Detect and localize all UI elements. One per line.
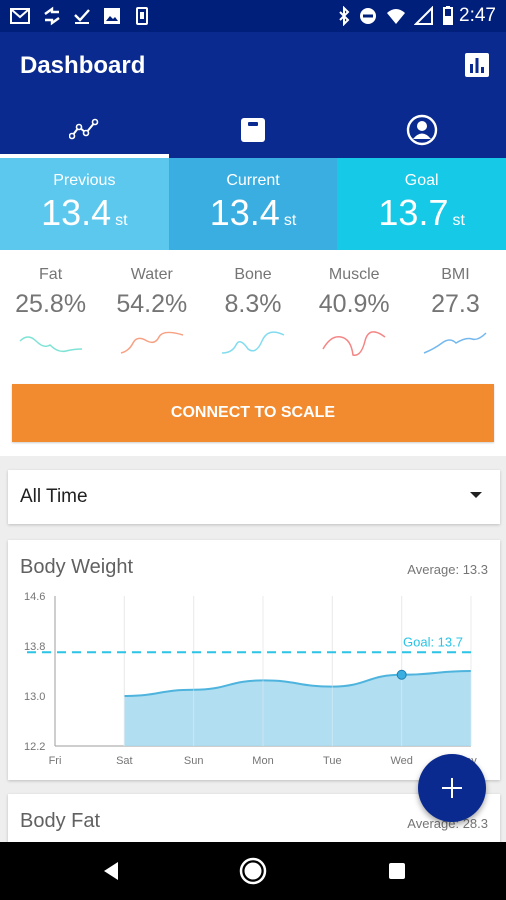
y-tick-label: 12.2: [24, 741, 45, 753]
metric-value: 27.3: [431, 290, 480, 318]
metric-label: Bone: [234, 266, 272, 283]
body-metrics: Fat 25.8% Water 54.2% Bone 8.3% Muscle 4…: [0, 250, 506, 380]
muscle-sparkline: [322, 331, 386, 356]
metric-label: BMI: [441, 266, 470, 283]
tab-profile[interactable]: [337, 102, 506, 158]
card-average: Average: 13.3: [407, 562, 488, 577]
metric-water[interactable]: Water 54.2%: [101, 250, 202, 380]
page-title: Dashboard: [20, 52, 146, 79]
card-average: Average: 28.3: [407, 816, 488, 831]
goal-unit: st: [452, 212, 465, 229]
trend-icon: [69, 118, 99, 140]
previous-weight: Previous 13.4 st: [0, 158, 169, 250]
x-tick-label: Sun: [184, 755, 204, 767]
image-icon: [104, 8, 120, 24]
home-icon: [239, 857, 267, 885]
time-range-select[interactable]: All Time: [8, 470, 500, 524]
goal-label: Goal: [404, 172, 439, 189]
profile-icon: [406, 114, 437, 146]
bluetooth-icon: [339, 6, 350, 26]
x-tick-label: Tue: [323, 755, 342, 767]
card-title: Body Fat: [20, 810, 101, 832]
metric-value: 40.9%: [318, 290, 390, 318]
bone-sparkline: [221, 331, 285, 354]
highlight-point: [396, 669, 407, 680]
previous-unit: st: [115, 212, 128, 229]
body-weight-chart: FriSatSunMonTueWeday14.613.813.012.2Goal…: [24, 591, 477, 767]
add-entry-button[interactable]: [418, 754, 486, 822]
current-label: Current: [226, 172, 280, 189]
tab-bar: [0, 102, 506, 158]
weight-area: [124, 671, 471, 746]
connect-to-scale-button[interactable]: CONNECT TO SCALE: [12, 384, 494, 442]
battery-icon: [443, 6, 453, 25]
bmi-sparkline: [424, 332, 487, 354]
current-unit: st: [283, 212, 297, 229]
metric-label: Muscle: [328, 266, 380, 283]
system-nav-bar: [0, 842, 506, 900]
x-tick-label: Fri: [49, 755, 62, 767]
current-value: 13.4: [209, 192, 280, 233]
metric-muscle[interactable]: Muscle 40.9%: [304, 250, 405, 380]
do-not-disturb-icon: [360, 8, 376, 24]
fat-sparkline: [19, 336, 82, 353]
metric-label: Water: [130, 266, 173, 283]
recents-icon: [389, 863, 405, 879]
tab-trends[interactable]: [0, 102, 169, 158]
tab-scale[interactable]: [169, 102, 338, 158]
home-button[interactable]: [238, 856, 268, 886]
metric-label: Fat: [39, 266, 63, 283]
previous-label: Previous: [53, 172, 116, 189]
time-range-value: All Time: [20, 486, 88, 507]
recents-button[interactable]: [382, 856, 412, 886]
body-weight-card[interactable]: Body Weight Average: 13.3 Fri Sat Sun Mon Tu…: [8, 540, 500, 780]
water-sparkline: [120, 331, 184, 354]
vibrate-icon: [136, 7, 148, 25]
scale-icon: [241, 118, 265, 142]
card-title: Body Weight: [20, 556, 134, 578]
goal-label: Goal: 13.7: [403, 634, 463, 649]
status-bar: 2:47: [0, 0, 506, 32]
weight-summary: Previous 13.4 st Current 13.4 st Goal 13.7…: [0, 158, 506, 250]
plus-icon: [442, 778, 462, 798]
y-tick-label: 14.6: [24, 591, 45, 603]
download-done-icon: [74, 9, 90, 24]
metric-value: 8.3%: [224, 290, 282, 318]
previous-value: 13.4: [41, 192, 112, 233]
gmail-icon: [10, 8, 30, 24]
goal-value: 13.7: [378, 192, 449, 233]
metric-bone[interactable]: Bone 8.3%: [202, 250, 303, 380]
y-tick-label: 13.8: [24, 641, 45, 653]
app-bar: Dashboard: [0, 32, 506, 102]
x-tick-label: Wed: [390, 755, 412, 767]
back-icon: [104, 862, 118, 880]
y-tick-label: 13.0: [24, 691, 45, 703]
bar-chart-icon[interactable]: [464, 52, 490, 78]
connect-section: CONNECT TO SCALE: [0, 380, 506, 456]
sync-icon: [44, 6, 60, 26]
x-tick-label: Sat: [116, 755, 133, 767]
x-tick-label: Mon: [252, 755, 273, 767]
metric-fat[interactable]: Fat 25.8%: [0, 250, 101, 380]
current-weight: Current 13.4 st: [168, 158, 338, 250]
metric-bmi[interactable]: BMI 27.3: [405, 250, 506, 380]
goal-weight[interactable]: Goal 13.7 st: [337, 158, 506, 250]
metric-value: 54.2%: [116, 290, 188, 318]
back-button[interactable]: [96, 856, 126, 886]
clock: 2:47: [459, 5, 496, 26]
dropdown-arrow-icon: [470, 492, 482, 498]
signal-icon: [414, 6, 433, 25]
metric-value: 25.8%: [15, 290, 87, 318]
weight-line: [124, 670, 472, 697]
wifi-icon: [387, 9, 405, 24]
